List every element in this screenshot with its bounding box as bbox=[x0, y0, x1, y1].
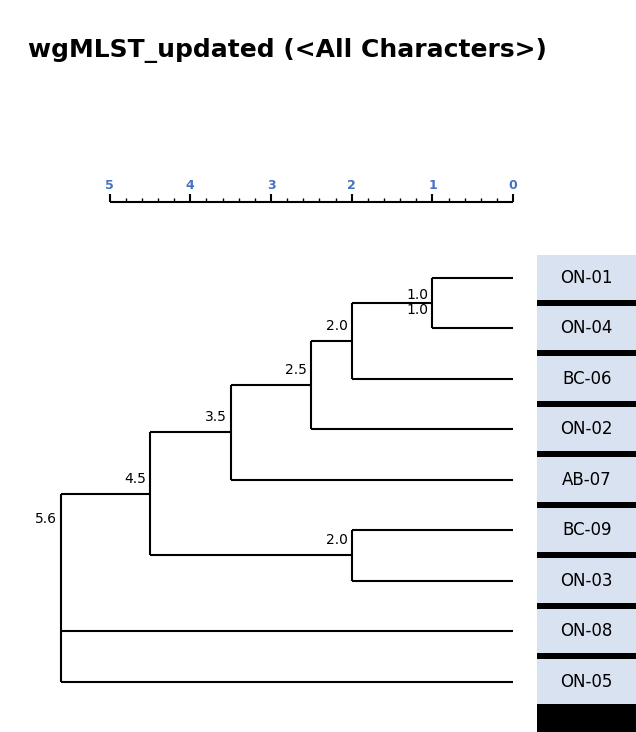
Text: 4: 4 bbox=[186, 179, 195, 192]
Text: 2: 2 bbox=[347, 179, 356, 192]
Text: BC-06: BC-06 bbox=[562, 370, 611, 388]
Text: ON-08: ON-08 bbox=[560, 622, 613, 640]
Bar bbox=[537, 703, 636, 732]
Text: ON-05: ON-05 bbox=[560, 673, 613, 690]
Text: ON-03: ON-03 bbox=[560, 572, 613, 589]
Bar bbox=[537, 300, 636, 306]
Text: 2.0: 2.0 bbox=[326, 318, 348, 332]
Bar bbox=[537, 351, 636, 356]
Bar bbox=[537, 255, 636, 300]
Bar bbox=[537, 502, 636, 508]
Text: 1.0: 1.0 bbox=[406, 304, 429, 318]
Text: 5.6: 5.6 bbox=[35, 512, 57, 526]
Text: 1: 1 bbox=[428, 179, 437, 192]
Text: ON-04: ON-04 bbox=[560, 319, 613, 337]
Text: ON-01: ON-01 bbox=[560, 269, 613, 287]
Text: 2.5: 2.5 bbox=[286, 363, 307, 377]
Bar bbox=[537, 660, 636, 703]
Text: ON-02: ON-02 bbox=[560, 420, 613, 438]
Text: 1.0: 1.0 bbox=[406, 288, 429, 302]
Bar bbox=[537, 306, 636, 351]
Bar bbox=[537, 609, 636, 653]
Text: 2.0: 2.0 bbox=[326, 533, 348, 547]
Text: 3: 3 bbox=[266, 179, 275, 192]
Bar bbox=[537, 508, 636, 552]
Bar bbox=[537, 552, 636, 559]
Bar bbox=[537, 401, 636, 407]
Text: 4.5: 4.5 bbox=[124, 471, 146, 485]
Bar bbox=[537, 559, 636, 602]
Bar bbox=[537, 407, 636, 452]
Bar bbox=[537, 356, 636, 401]
Bar bbox=[537, 602, 636, 609]
Text: AB-07: AB-07 bbox=[562, 471, 612, 488]
Text: BC-09: BC-09 bbox=[562, 521, 611, 539]
Bar bbox=[537, 458, 636, 502]
Text: 0: 0 bbox=[509, 179, 518, 192]
Text: wgMLST_updated (<All Characters>): wgMLST_updated (<All Characters>) bbox=[28, 38, 546, 63]
Bar bbox=[537, 653, 636, 660]
Text: 3.5: 3.5 bbox=[205, 410, 226, 424]
Text: 5: 5 bbox=[105, 179, 114, 192]
Bar bbox=[537, 452, 636, 458]
